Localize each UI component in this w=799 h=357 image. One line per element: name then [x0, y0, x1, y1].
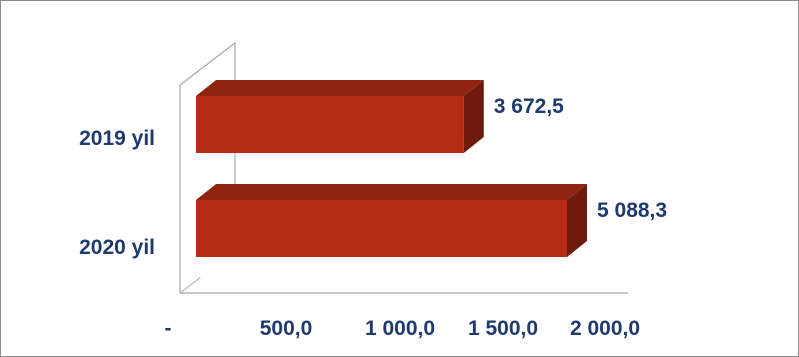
bar-1: [196, 96, 464, 153]
x-tick-label: 2 000,0: [570, 317, 640, 340]
bar-side-1: [463, 80, 484, 153]
bar-top-2: [196, 184, 587, 200]
bar-top-1: [196, 80, 484, 96]
category-label-2: 2020 yil: [79, 236, 155, 259]
bar-side-2: [567, 184, 587, 257]
floor-depth-line: [179, 277, 201, 294]
bar-2: [196, 200, 567, 257]
category-label-1: 2019 yil: [79, 127, 155, 150]
x-tick-label: -: [165, 317, 172, 340]
x-tick-label: 1 500,0: [468, 317, 538, 340]
value-label-2: 5 088,3: [597, 199, 667, 222]
x-tick-label: 1 000,0: [365, 317, 435, 340]
x-tick-label: 500,0: [260, 317, 313, 340]
value-label-1: 3 672,5: [494, 95, 564, 118]
